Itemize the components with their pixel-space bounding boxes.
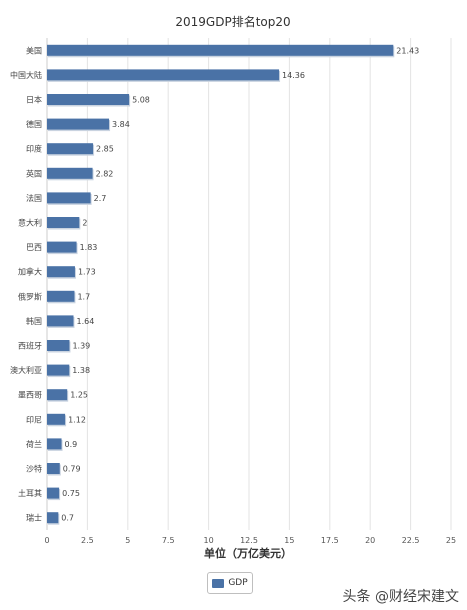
bar[interactable] [47, 512, 59, 524]
category-label: 英国 [26, 168, 42, 178]
x-axis-label: 单位（万亿美元） [204, 546, 292, 560]
bar[interactable] [47, 487, 60, 499]
bar[interactable] [47, 143, 94, 155]
bar[interactable] [47, 167, 93, 179]
x-tick-label: 17.5 [321, 536, 339, 545]
bar[interactable] [47, 118, 110, 130]
category-labels: 美国中国大陆日本德国印度英国法国意大利巴西加拿大俄罗斯韩国西班牙澳大利亚墨西哥印… [10, 45, 42, 522]
value-label: 1.39 [72, 342, 90, 351]
category-label: 墨西哥 [18, 391, 42, 400]
legend[interactable]: GDP [207, 572, 253, 594]
category-label: 中国大陆 [10, 70, 42, 80]
category-label: 韩国 [26, 316, 42, 326]
value-label: 1.25 [70, 391, 88, 400]
bar[interactable] [47, 290, 75, 302]
value-label: 1.83 [80, 243, 98, 252]
x-tick-label: 22.5 [402, 536, 420, 545]
value-label: 0.9 [65, 440, 78, 449]
category-label: 瑞士 [26, 513, 42, 523]
bar[interactable] [47, 315, 74, 327]
grid-lines [46, 38, 452, 530]
value-label: 2.7 [94, 194, 107, 203]
bar[interactable] [47, 266, 75, 278]
x-tick-label: 15 [284, 536, 294, 545]
bar[interactable] [47, 340, 70, 351]
category-label: 印度 [26, 144, 42, 154]
x-tick-label: 2.5 [81, 536, 94, 545]
x-tick-label: 5 [125, 536, 130, 545]
value-label: 5.08 [132, 96, 150, 105]
category-label: 土耳其 [18, 488, 42, 498]
value-label: 2.82 [96, 169, 114, 178]
bar[interactable] [47, 69, 280, 81]
value-label: 14.36 [282, 71, 305, 80]
bar[interactable] [47, 94, 130, 105]
value-label: 2 [82, 219, 87, 228]
legend-label: GDP [228, 578, 248, 588]
category-label: 日本 [26, 95, 42, 105]
category-label: 法国 [26, 193, 42, 203]
bar[interactable] [47, 192, 91, 204]
legend-swatch [212, 578, 225, 588]
value-label: 0.75 [62, 489, 80, 498]
category-label: 荷兰 [26, 439, 42, 449]
category-label: 美国 [26, 45, 42, 55]
category-label: 加拿大 [18, 267, 42, 277]
value-label: 0.79 [63, 465, 81, 474]
value-label: 1.73 [78, 268, 96, 277]
x-tick-label: 0 [44, 536, 49, 545]
x-tick-labels: 0 2.5 5 7.5 10 12.5 15 17.5 20 22.5 25 [44, 536, 456, 545]
bar[interactable] [47, 241, 77, 253]
watermark: 头条 @财经宋建文 [342, 589, 459, 605]
value-label: 21.43 [396, 46, 419, 55]
bar[interactable] [47, 413, 66, 425]
value-label: 1.12 [68, 415, 86, 424]
category-label: 西班牙 [18, 341, 42, 351]
x-tick-label: 12.5 [240, 536, 258, 545]
bar[interactable] [47, 438, 62, 450]
bar[interactable] [47, 389, 68, 401]
value-label: 2.85 [96, 145, 114, 154]
value-label: 1.7 [77, 292, 90, 301]
value-label: 1.38 [72, 366, 90, 375]
category-label: 澳大利亚 [10, 365, 42, 375]
category-label: 沙特 [26, 464, 42, 474]
category-label: 俄罗斯 [18, 291, 42, 301]
bars [47, 44, 395, 525]
chart-title: 2019GDP排名top20 [175, 14, 290, 29]
category-label: 意大利 [18, 218, 42, 228]
value-labels: 21.43 14.36 5.08 3.84 2.85 2.82 2.7 2 1.83 1.73 1.… [61, 46, 419, 522]
x-tick-label: 25 [446, 536, 456, 545]
value-label: 1.64 [77, 317, 95, 326]
bar[interactable] [47, 364, 70, 376]
bar[interactable] [47, 44, 394, 56]
bar[interactable] [47, 463, 60, 474]
value-label: 0.7 [61, 514, 74, 523]
value-label: 3.84 [112, 120, 130, 129]
category-label: 德国 [26, 119, 42, 129]
x-tick-label: 20 [365, 536, 375, 545]
bar[interactable] [47, 217, 80, 228]
category-label: 印尼 [26, 415, 42, 424]
category-label: 巴西 [26, 243, 42, 252]
x-tick-label: 7.5 [162, 536, 175, 545]
x-tick-label: 10 [204, 536, 214, 545]
